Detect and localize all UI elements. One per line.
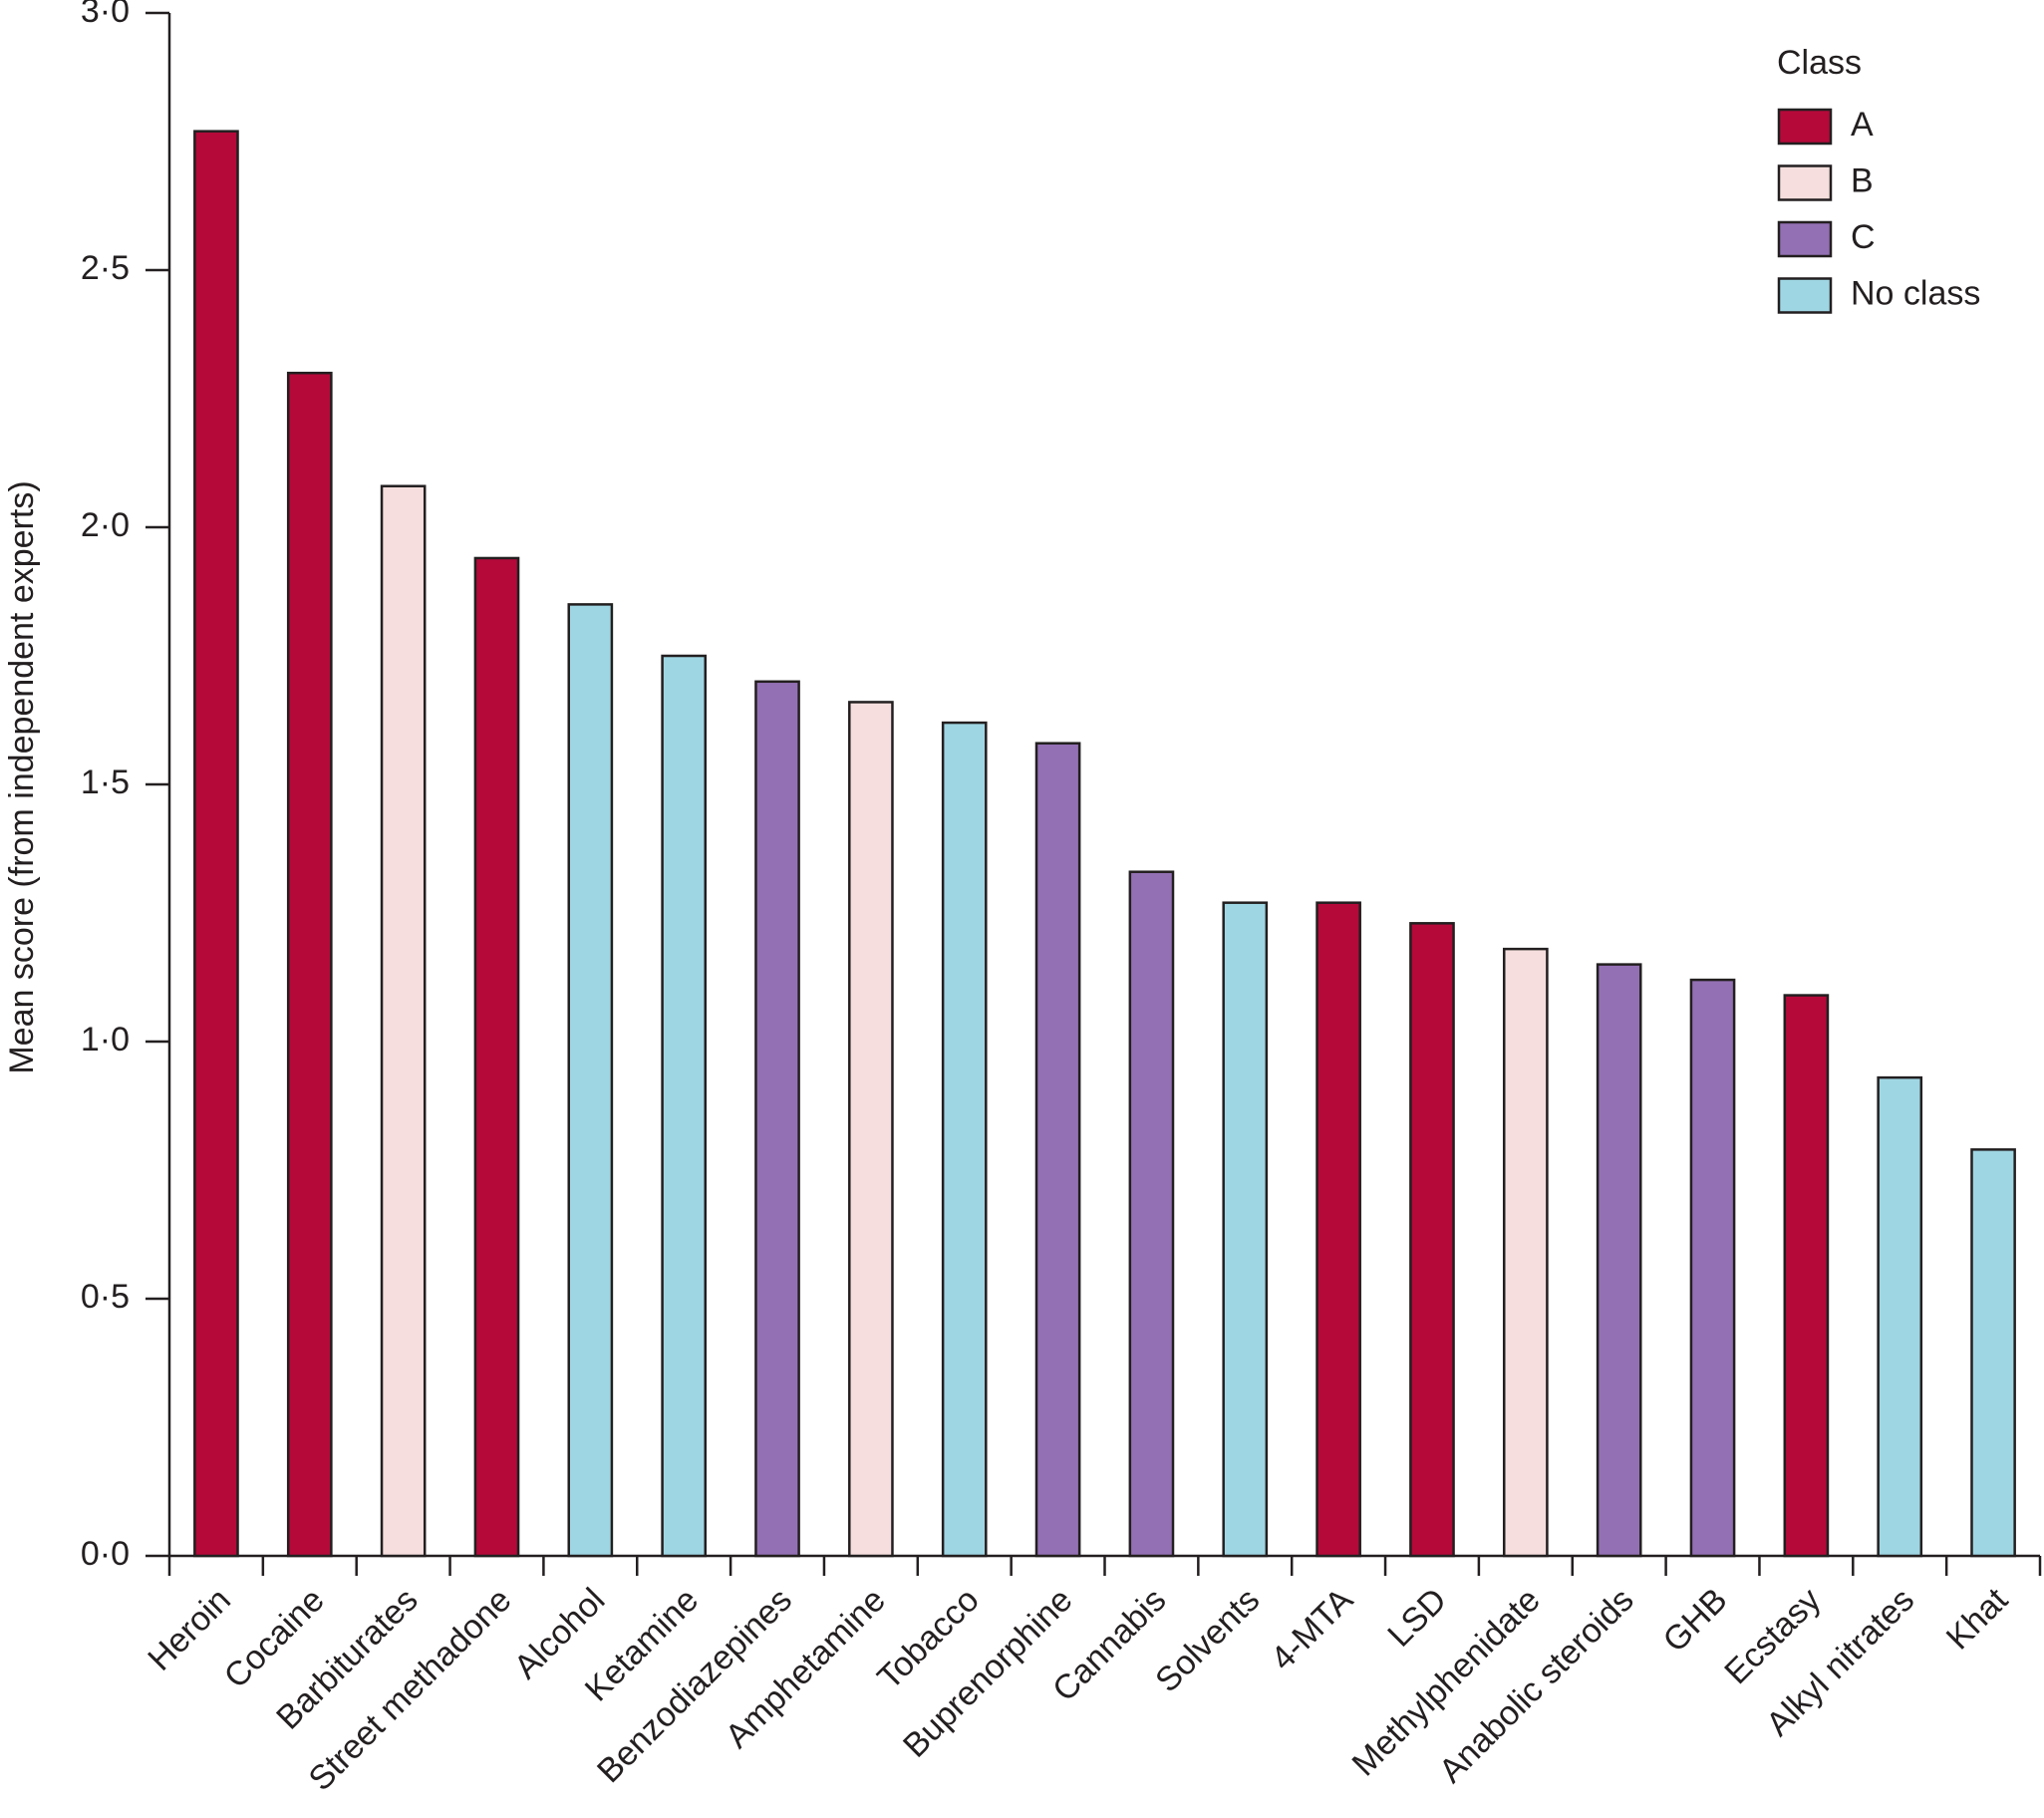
bar [1689,978,1736,1558]
bar [941,721,988,1558]
legend-swatch [1777,220,1833,258]
bar [567,603,614,1558]
y-tick-label: 2·5 [81,249,130,287]
y-axis-title: Mean score (from independent experts) [3,480,41,1073]
bar [1409,922,1455,1558]
y-tick-label: 2·0 [81,506,130,544]
legend-swatch [1777,108,1833,146]
x-tick-label: Buprenorphine [896,1581,1080,1765]
bar [754,680,800,1558]
legend-label: C [1851,218,1876,256]
legend-swatch [1777,164,1833,201]
bar [1502,947,1549,1558]
x-tick-label: 4-MTA [1264,1581,1360,1677]
bar [286,371,333,1558]
bar [1783,994,1830,1558]
bar [1877,1075,1923,1558]
legend-label: A [1851,106,1874,144]
x-tick-label: LSD [1380,1581,1454,1655]
bar [848,701,894,1558]
legend-label: No class [1851,274,1980,312]
bar [1315,901,1361,1558]
y-tick-label: 0·0 [81,1535,130,1573]
y-tick-label: 0·5 [81,1278,130,1316]
y-tick-label: 1·0 [81,1021,130,1059]
bar [1970,1148,2016,1558]
bar [1596,963,1642,1558]
legend-title: Class [1777,44,1862,82]
y-tick-label: 3·0 [81,0,130,30]
bar [1128,870,1175,1558]
y-tick-label: 1·5 [81,763,130,801]
bar [193,130,239,1558]
bar [661,654,708,1558]
bar [380,484,427,1558]
bar [1034,742,1081,1558]
x-tick-label: Khat [1939,1581,2016,1658]
x-tick-label: Amphetamine [719,1581,893,1755]
x-tick-label: GHB [1656,1581,1735,1660]
bar [473,556,520,1558]
x-tick-label: Solvents [1148,1581,1267,1699]
legend-swatch [1777,277,1833,314]
legend-label: B [1851,161,1874,199]
bar [1222,901,1269,1558]
